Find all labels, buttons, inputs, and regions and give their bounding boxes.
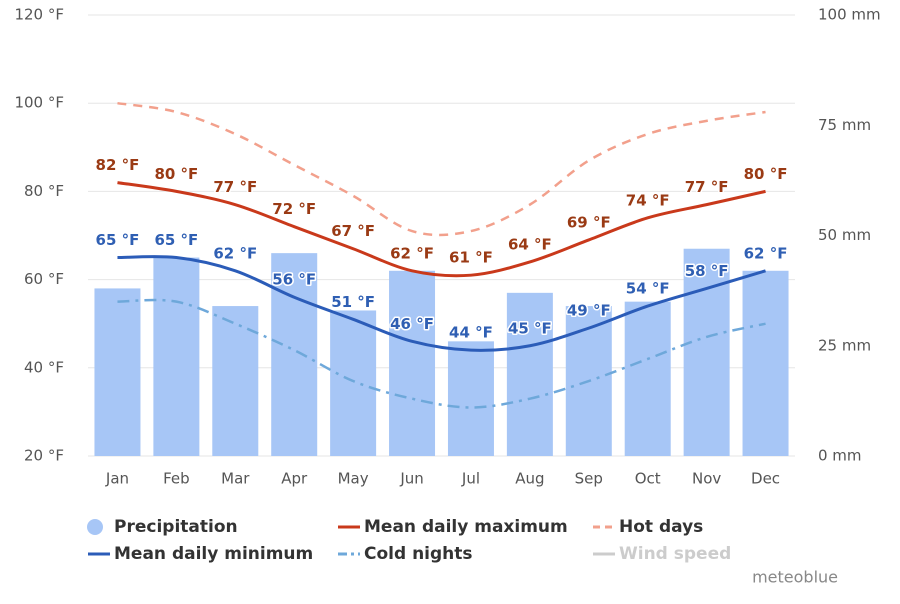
precipitation-bar	[153, 257, 200, 456]
y-tick-label: 40 °F	[24, 358, 64, 376]
legend-label: Hot days	[619, 517, 703, 537]
series-line	[117, 181, 766, 278]
y-tick-label: 100 °F	[14, 94, 64, 112]
y-tick-label: 120 °F	[14, 6, 64, 24]
x-tick-label: Mar	[221, 470, 250, 488]
legend-label: Cold nights	[364, 544, 473, 564]
precipitation-bar	[271, 253, 318, 456]
y2-tick-label: 25 mm	[818, 336, 871, 354]
y2-tick-label: 0 mm	[818, 447, 862, 465]
x-tick-label: Aug	[515, 470, 544, 488]
series-line	[117, 101, 766, 237]
y2-tick-label: 75 mm	[818, 116, 871, 134]
y-tick-label: 20 °F	[24, 447, 64, 465]
precipitation-bar	[389, 270, 436, 456]
legend-label: Precipitation	[114, 517, 238, 537]
x-tick-label: Jan	[105, 470, 129, 488]
legend-label: Mean daily maximum	[364, 517, 568, 537]
data-label: 65 °F	[154, 231, 198, 249]
x-tick-label: Feb	[163, 470, 190, 488]
data-label: 65 °F	[96, 231, 140, 249]
data-label: 62 °F	[744, 244, 788, 262]
legend-label: Wind speed	[619, 544, 731, 564]
data-label: 61 °F	[449, 249, 493, 267]
precipitation-bar	[212, 306, 259, 456]
x-tick-label: May	[338, 470, 369, 488]
data-label: 44 °F	[449, 324, 493, 342]
data-label: 67 °F	[331, 222, 375, 240]
y-tick-label: 80 °F	[24, 182, 64, 200]
data-label: 80 °F	[744, 165, 788, 183]
data-label: 74 °F	[626, 191, 670, 209]
y2-tick-label: 50 mm	[818, 226, 871, 244]
precipitation-bar	[506, 292, 553, 456]
precipitation-bar	[742, 270, 789, 456]
data-label: 82 °F	[96, 156, 140, 174]
data-label: 56 °F	[272, 271, 316, 289]
data-label: 46 °F	[390, 315, 434, 333]
data-label: 69 °F	[567, 213, 611, 231]
data-label: 49 °F	[567, 302, 611, 320]
data-label: 58 °F	[685, 262, 729, 280]
precipitation-bar	[94, 288, 141, 456]
data-label: 62 °F	[213, 244, 257, 262]
series-line	[117, 255, 766, 352]
data-label: 45 °F	[508, 319, 552, 337]
x-tick-label: Nov	[692, 470, 721, 488]
y-tick-label: 60 °F	[24, 270, 64, 288]
data-label: 62 °F	[390, 244, 434, 262]
x-tick-label: Dec	[751, 470, 780, 488]
data-label: 64 °F	[508, 235, 552, 253]
data-label: 77 °F	[213, 178, 257, 196]
x-tick-label: Jun	[399, 470, 423, 488]
y2-tick-label: 100 mm	[818, 6, 881, 24]
legend-label: Mean daily minimum	[114, 544, 313, 564]
precipitation-bar	[624, 301, 671, 456]
data-label: 80 °F	[154, 165, 198, 183]
x-tick-label: Jul	[461, 470, 480, 488]
series-line	[117, 298, 766, 409]
credit: meteoblue	[752, 568, 838, 587]
precipitation-bar	[447, 341, 494, 456]
data-label: 72 °F	[272, 200, 316, 218]
x-tick-label: Oct	[635, 470, 661, 488]
data-label: 54 °F	[626, 280, 670, 298]
precipitation-bar	[330, 310, 377, 456]
legend-symbol	[87, 519, 103, 535]
data-label: 77 °F	[685, 178, 729, 196]
x-tick-label: Apr	[281, 470, 308, 488]
x-tick-label: Sep	[575, 470, 603, 488]
data-label: 51 °F	[331, 293, 375, 311]
